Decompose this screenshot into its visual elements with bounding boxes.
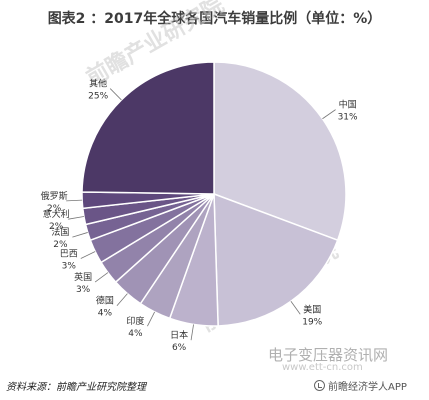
slice-value-label: 2% bbox=[49, 222, 64, 232]
slice-value-label: 31% bbox=[338, 113, 358, 123]
leader-lines bbox=[66, 88, 336, 341]
leader-line bbox=[322, 109, 336, 120]
slice-labels: 中国31%美国19%日本6%印度4%德国4%英国3%巴西3%法国2%意大利2%俄… bbox=[41, 78, 358, 354]
chart-title: 图表2 ：2017年全球各国汽车销量比例（单位：%） bbox=[47, 11, 382, 27]
leader-line bbox=[190, 324, 194, 341]
leader-line bbox=[109, 88, 122, 101]
slice-label: 美国 bbox=[303, 303, 321, 315]
slice-value-label: 2% bbox=[53, 240, 68, 250]
pie-slices bbox=[81, 61, 347, 327]
pie-slice-10 bbox=[81, 61, 215, 195]
slice-label: 其他 bbox=[89, 78, 107, 90]
slice-value-label: 19% bbox=[302, 317, 322, 327]
slice-label: 法国 bbox=[51, 226, 69, 238]
app-credit: 前瞻经济学人APP bbox=[314, 378, 407, 393]
leader-line bbox=[68, 216, 84, 220]
slice-value-label: 3% bbox=[76, 285, 91, 295]
slice-label: 意大利 bbox=[43, 208, 70, 220]
site-watermark: 电子变压器资讯网 bbox=[268, 346, 389, 364]
pie-slice-0 bbox=[213, 61, 347, 242]
slice-value-label: 2% bbox=[47, 204, 62, 214]
leader-line bbox=[94, 272, 109, 283]
slice-label: 俄罗斯 bbox=[41, 190, 68, 202]
slice-value-label: 6% bbox=[172, 343, 187, 353]
leader-line bbox=[116, 293, 128, 306]
slice-label: 德国 bbox=[96, 295, 114, 307]
slice-label: 印度 bbox=[126, 315, 144, 327]
slice-label: 中国 bbox=[339, 99, 357, 111]
slice-label: 日本 bbox=[170, 329, 188, 341]
slice-value-label: 3% bbox=[62, 262, 77, 272]
slice-value-label: 4% bbox=[128, 329, 143, 339]
slice-value-label: 25% bbox=[88, 92, 108, 102]
leader-line bbox=[290, 301, 301, 315]
slice-label: 巴西 bbox=[60, 249, 78, 260]
leader-line bbox=[80, 251, 96, 259]
leader-line bbox=[147, 311, 155, 327]
app-logo-icon bbox=[314, 380, 325, 391]
leader-line bbox=[72, 232, 88, 238]
pie-slice-1 bbox=[213, 192, 339, 327]
site-url: www.ett-cn.com bbox=[282, 362, 363, 373]
source-note: 资料来源：前瞻产业研究院整理 bbox=[6, 382, 146, 393]
leader-line bbox=[66, 199, 83, 202]
slice-label: 英国 bbox=[74, 271, 92, 283]
app-label: 前瞻经济学人APP bbox=[328, 382, 407, 393]
slice-value-label: 4% bbox=[98, 309, 113, 319]
